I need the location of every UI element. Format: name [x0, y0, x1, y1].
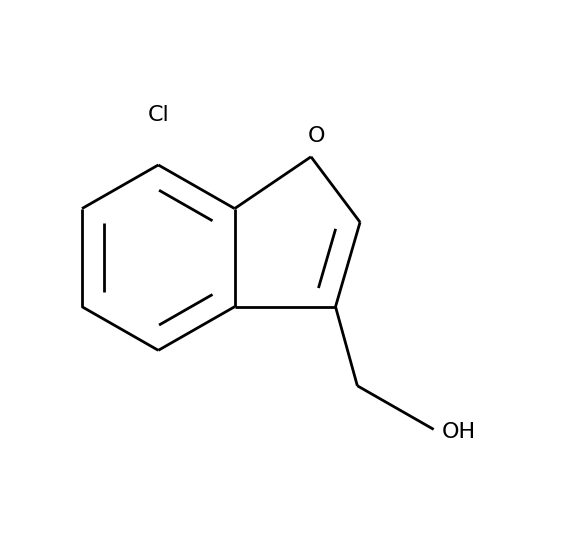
- Text: O: O: [307, 126, 325, 146]
- Text: Cl: Cl: [147, 105, 169, 125]
- Text: OH: OH: [442, 422, 476, 442]
